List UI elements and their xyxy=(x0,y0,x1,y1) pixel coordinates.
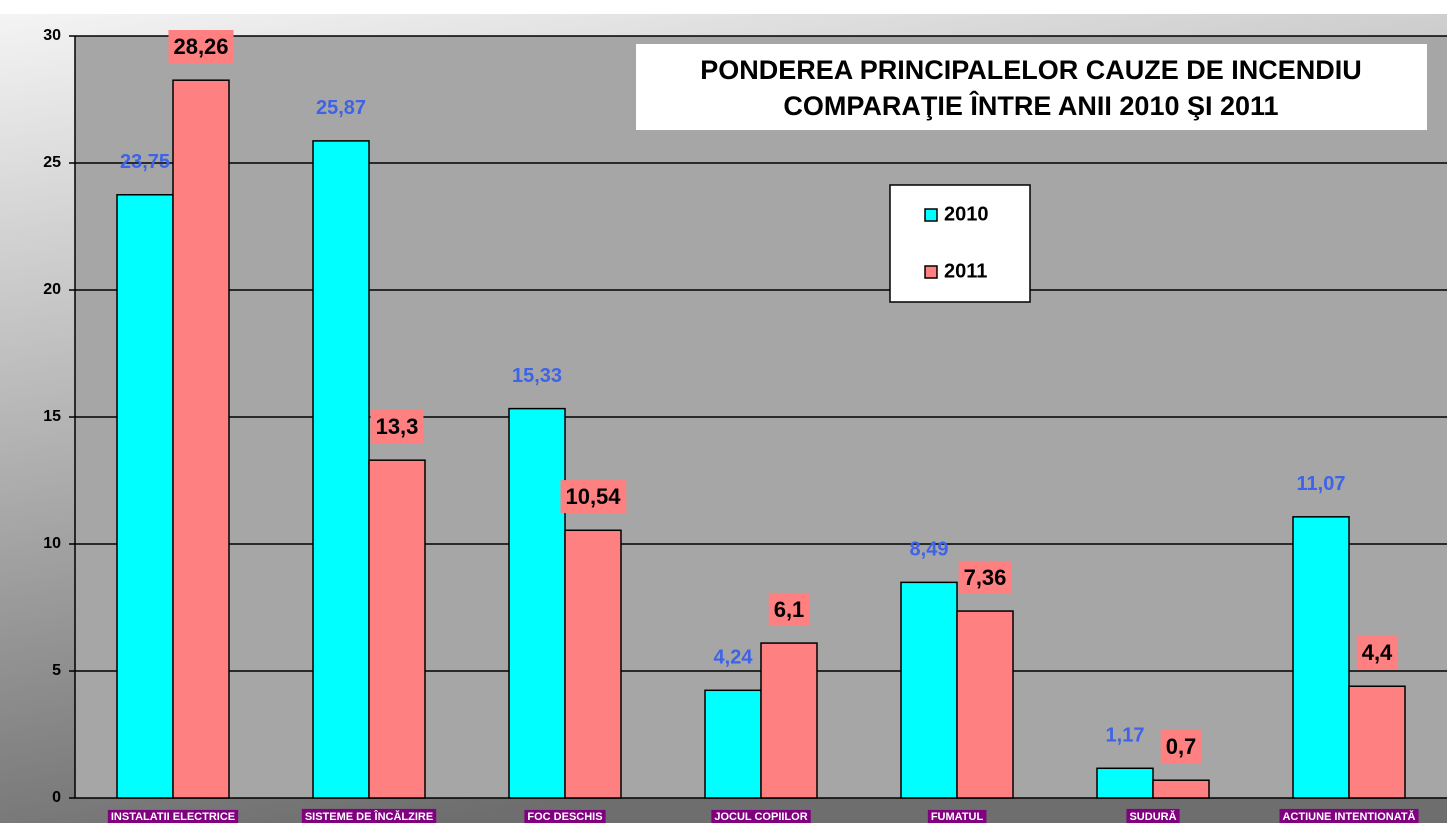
x-tick-label-bg xyxy=(107,809,239,823)
data-label-bg xyxy=(168,30,234,64)
data-label: 0,7 xyxy=(1166,734,1197,759)
x-tick-label-bg xyxy=(301,808,437,823)
x-tick-label: ACTIUNE INTENTIONATĂ xyxy=(1282,810,1415,823)
x-tick-label: SUDURĂ xyxy=(1129,810,1176,823)
legend-label: 2011 xyxy=(944,260,987,282)
y-tick-label: 10 xyxy=(43,535,61,552)
x-tick-label-bg xyxy=(1279,808,1419,823)
bar xyxy=(368,459,426,799)
legend-label: 2010 xyxy=(944,203,989,225)
data-label: 4,4 xyxy=(1362,640,1393,665)
data-label: 4,24 xyxy=(714,647,754,669)
bar xyxy=(564,529,622,799)
x-tick-label-bg xyxy=(1126,808,1180,823)
y-tick-label: 25 xyxy=(43,154,61,171)
data-label: 15,33 xyxy=(512,365,562,387)
data-label-bg xyxy=(958,560,1012,594)
bar xyxy=(704,689,762,799)
data-label-bg xyxy=(768,592,810,626)
bar xyxy=(1348,685,1406,799)
chart-title: PONDEREA PRINCIPALELOR CAUZE DE INCENDIU xyxy=(700,55,1362,85)
data-label-bg xyxy=(1160,730,1202,764)
bar xyxy=(312,140,370,799)
bar xyxy=(116,194,174,799)
chart-subtitle: COMPARAŢIE ÎNTRE ANII 2010 ŞI 2011 xyxy=(783,90,1278,121)
data-label: 10,54 xyxy=(565,484,621,509)
legend-swatch xyxy=(924,265,938,279)
x-tick-label-bg xyxy=(524,809,606,823)
bar xyxy=(1292,516,1350,799)
data-label: 8,49 xyxy=(910,539,949,561)
x-tick-label: INSTALATII ELECTRICE xyxy=(111,811,235,823)
x-tick-label-bg xyxy=(927,809,987,823)
y-tick-label: 0 xyxy=(52,789,61,806)
bar xyxy=(900,581,958,799)
data-label-bg xyxy=(560,480,627,514)
bar xyxy=(1096,767,1154,799)
x-tick-label: FOC DESCHIS xyxy=(527,811,602,823)
x-tick-label-bg xyxy=(711,809,811,823)
data-label: 1,17 xyxy=(1106,725,1145,747)
x-tick-label: SISTEME DE ÎNCĂLZIRE xyxy=(305,810,433,823)
data-label: 11,07 xyxy=(1297,473,1346,495)
legend-swatch xyxy=(924,208,938,222)
y-tick-label: 15 xyxy=(43,408,61,425)
x-tick-label: FUMATUL xyxy=(931,811,984,823)
bar xyxy=(508,407,566,799)
data-label: 7,36 xyxy=(964,565,1007,590)
data-label: 25,87 xyxy=(316,97,366,119)
title-box xyxy=(636,44,1427,130)
bar xyxy=(956,610,1014,799)
x-tick-label: JOCUL COPIILOR xyxy=(714,811,807,823)
data-label: 28,26 xyxy=(173,34,228,59)
data-label: 13,3 xyxy=(376,414,419,439)
bar xyxy=(760,642,818,799)
bar xyxy=(1152,779,1210,799)
data-label-bg xyxy=(370,409,424,443)
data-label-bg xyxy=(1356,636,1399,670)
y-tick-label: 20 xyxy=(43,281,61,298)
legend xyxy=(889,184,1031,303)
y-tick-label: 5 xyxy=(52,662,61,679)
data-label: 6,1 xyxy=(774,597,805,622)
data-label: 23,75 xyxy=(120,151,170,173)
bar xyxy=(172,79,230,799)
y-tick-label: 30 xyxy=(43,27,61,44)
